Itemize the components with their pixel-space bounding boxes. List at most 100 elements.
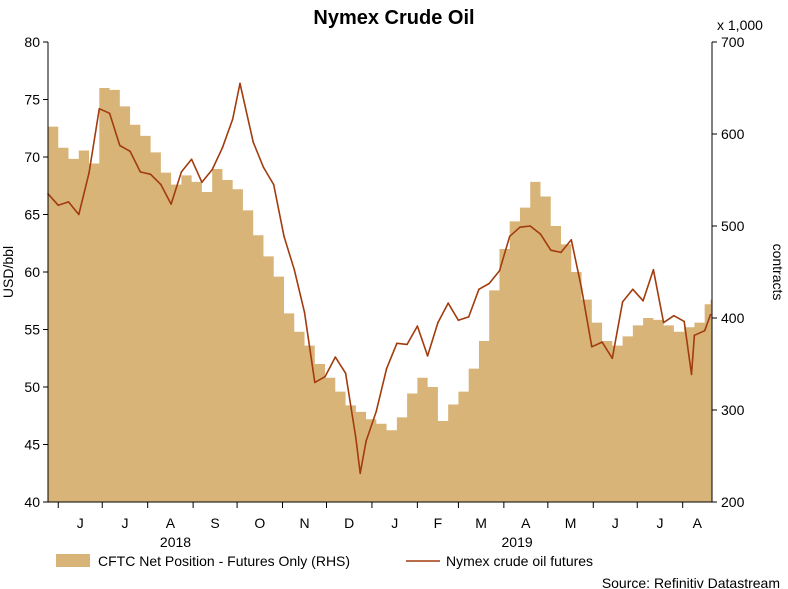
y-right-tick-label: 300 — [721, 402, 745, 418]
x-month-label: A — [166, 515, 176, 531]
futures-point — [303, 311, 306, 314]
x-year-label: 2018 — [160, 534, 191, 550]
futures-point — [149, 173, 152, 176]
futures-point — [160, 183, 162, 186]
axes: 40 45 50 55 60 65 70 75 80 200 300 400 500 600 700 J J A S… — [24, 34, 744, 550]
x-month-label: J — [77, 515, 84, 531]
y-right-multiplier: x 1,000 — [717, 17, 763, 33]
y-left-tick-label: 70 — [24, 149, 40, 165]
futures-point — [683, 320, 685, 323]
futures-point — [272, 183, 275, 186]
futures-point — [611, 357, 614, 360]
x-month-label: J — [612, 515, 619, 531]
futures-point — [355, 436, 357, 439]
futures-point — [621, 301, 624, 303]
futures-point — [508, 235, 511, 238]
nymex-crude-oil-futures-line — [47, 82, 712, 475]
x-year-label: 2019 — [502, 534, 533, 550]
chart-title: Nymex Crude Oil — [313, 7, 474, 29]
futures-point — [221, 147, 224, 149]
futures-point — [344, 372, 347, 375]
x-month-label: A — [521, 515, 531, 531]
futures-point — [170, 203, 172, 205]
futures-point — [57, 204, 60, 207]
source-label: Source: Refinitiv Datastream — [602, 575, 780, 589]
y-left-tick-label: 75 — [24, 92, 40, 108]
futures-point — [426, 355, 429, 357]
x-month-label: O — [254, 515, 265, 531]
futures-point — [560, 251, 562, 254]
futures-point — [262, 166, 265, 169]
futures-point — [519, 226, 521, 228]
futures-point — [239, 82, 241, 85]
futures-point — [709, 313, 712, 316]
futures-point — [252, 141, 254, 143]
futures-point — [283, 235, 285, 238]
x-month-label: J — [122, 515, 129, 531]
futures-point — [139, 171, 142, 173]
futures-point — [457, 319, 460, 322]
futures-point — [632, 288, 634, 291]
futures-point — [129, 150, 131, 153]
futures-point — [690, 373, 693, 376]
x-month-label: J — [657, 515, 664, 531]
y-right-tick-label: 400 — [721, 310, 745, 326]
futures-point — [119, 144, 121, 147]
cftc-net-position-area — [48, 88, 712, 502]
futures-point — [652, 268, 655, 271]
y-left-tick-label: 80 — [24, 34, 40, 50]
y-left-tick-label: 55 — [24, 322, 40, 338]
futures-point — [180, 171, 183, 173]
futures-point — [529, 225, 531, 227]
x-month-label: D — [344, 515, 354, 531]
futures-point — [550, 249, 552, 251]
futures-point — [693, 334, 696, 337]
y-right-tick-label: 600 — [721, 126, 745, 142]
legend-area-label: CFTC Net Position - Futures Only (RHS) — [98, 553, 350, 569]
futures-point — [416, 325, 419, 327]
y-left-tick-label: 45 — [24, 437, 40, 453]
futures-point — [231, 118, 234, 120]
y-left-axis-label: USD/bbl — [0, 246, 16, 298]
y-left-tick-label: 60 — [24, 264, 40, 280]
futures-point — [478, 288, 480, 291]
futures-point — [406, 343, 408, 346]
y-right-tick-label: 500 — [721, 218, 745, 234]
y-left-tick-label: 50 — [24, 379, 40, 395]
futures-point — [365, 440, 367, 442]
futures-point — [190, 158, 193, 161]
y-right-tick-label: 200 — [721, 494, 745, 510]
futures-point — [437, 321, 439, 324]
futures-point — [580, 287, 583, 289]
legend-line-label: Nymex crude oil futures — [446, 553, 593, 569]
legend: CFTC Net Position - Futures Only (RHS) N… — [56, 553, 593, 569]
futures-point — [591, 346, 593, 348]
futures-point — [375, 410, 378, 413]
futures-point — [334, 356, 337, 358]
x-month-label: J — [391, 515, 398, 531]
futures-point — [201, 181, 203, 184]
futures-point — [324, 375, 326, 378]
x-month-label: F — [434, 515, 443, 531]
futures-point — [498, 270, 501, 272]
futures-point — [385, 367, 388, 370]
futures-point — [601, 341, 603, 343]
y-left-tick-label: 65 — [24, 207, 40, 223]
x-month-label: N — [299, 515, 309, 531]
futures-point — [539, 233, 542, 235]
x-month-label: M — [475, 515, 487, 531]
futures-point — [662, 321, 665, 324]
futures-point — [88, 172, 90, 174]
futures-point — [467, 316, 470, 318]
futures-point — [359, 472, 362, 475]
futures-point — [673, 314, 675, 317]
futures-point — [396, 342, 398, 345]
futures-point — [98, 107, 101, 110]
futures-point — [488, 282, 491, 285]
futures-point — [293, 268, 296, 271]
y-left-tick-label: 40 — [24, 494, 40, 510]
futures-point — [447, 302, 450, 304]
futures-point — [67, 201, 70, 203]
legend-area-swatch — [56, 554, 90, 567]
